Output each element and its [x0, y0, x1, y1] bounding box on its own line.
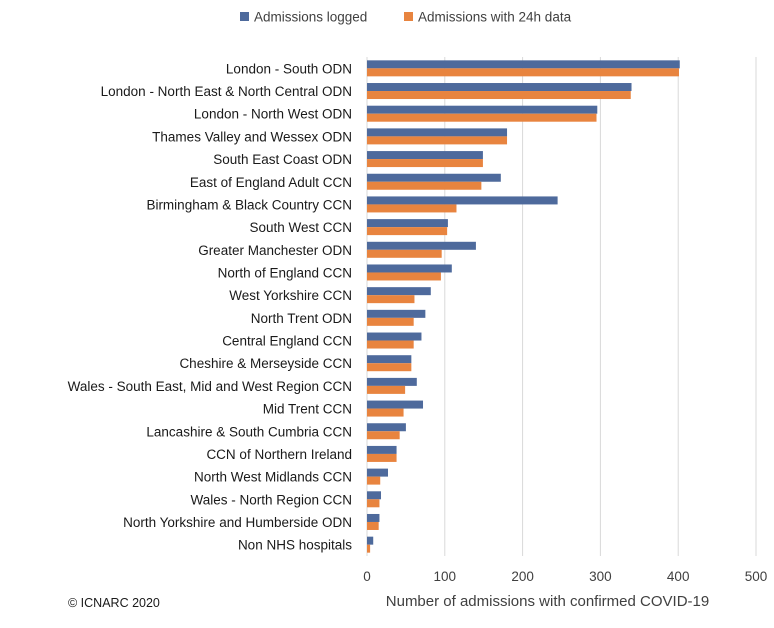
bar-with-24h-19: [367, 499, 380, 508]
bar-with-24h-21: [367, 544, 371, 553]
bar-logged-21: [367, 536, 374, 545]
category-label-13: Cheshire & Merseyside CCN: [179, 356, 352, 371]
legend-label-0: Admissions logged: [254, 10, 367, 25]
category-label-3: Thames Valley and Wessex ODN: [152, 129, 352, 144]
legend-swatch-1: [404, 12, 413, 21]
bar-with-24h-11: [367, 317, 414, 326]
bar-logged-4: [367, 151, 483, 160]
legend: Admissions logged Admissions with 24h dat…: [240, 10, 572, 25]
bar-logged-2: [367, 105, 598, 114]
x-tick-300: 300: [589, 569, 612, 584]
category-label-12: Central England CCN: [222, 334, 352, 349]
category-labels: London - South ODN London - North East & …: [68, 61, 353, 552]
category-label-19: Wales - North Region CCN: [190, 492, 352, 507]
x-tick-0: 0: [363, 569, 371, 584]
category-label-17: CCN of Northern Ireland: [206, 447, 352, 462]
bar-with-24h-8: [367, 249, 442, 258]
bar-logged-3: [367, 128, 508, 137]
bar-logged-8: [367, 241, 476, 250]
x-axis-title: Number of admissions with confirmed COVI…: [386, 593, 709, 610]
category-label-18: North West Midlands CCN: [194, 470, 352, 485]
bar-with-24h-4: [367, 159, 483, 168]
bar-logged-19: [367, 491, 382, 500]
category-label-21: Non NHS hospitals: [238, 538, 352, 553]
bar-logged-16: [367, 423, 406, 432]
bar-logged-15: [367, 400, 424, 409]
bar-with-24h-9: [367, 272, 441, 281]
bar-logged-1: [367, 83, 632, 92]
category-label-11: North Trent ODN: [251, 311, 352, 326]
category-label-8: Greater Manchester ODN: [198, 243, 352, 258]
x-tick-100: 100: [434, 569, 457, 584]
bar-with-24h-0: [367, 68, 679, 77]
x-tick-labels: 0 100 200 300 400 500: [363, 569, 767, 584]
bar-logged-0: [367, 60, 680, 69]
bar-logged-20: [367, 513, 380, 522]
bar-with-24h-7: [367, 227, 448, 236]
category-label-15: Mid Trent CCN: [263, 402, 352, 417]
x-tick-200: 200: [511, 569, 534, 584]
bar-with-24h-1: [367, 91, 631, 100]
bar-logged-6: [367, 196, 558, 205]
bar-logged-9: [367, 264, 452, 273]
bar-with-24h-3: [367, 136, 508, 145]
bar-with-24h-13: [367, 363, 412, 372]
category-label-14: Wales - South East, Mid and West Region …: [68, 379, 352, 394]
bar-with-24h-5: [367, 181, 482, 190]
copyright-notice: © ICNARC 2020: [68, 596, 160, 610]
bar-with-24h-10: [367, 295, 415, 304]
bar-logged-13: [367, 355, 412, 364]
bar-with-24h-17: [367, 453, 397, 462]
legend-swatch-0: [240, 12, 249, 21]
bar-with-24h-12: [367, 340, 414, 349]
category-label-9: North of England CCN: [218, 265, 352, 280]
bar-with-24h-14: [367, 385, 406, 394]
category-label-7: South West CCN: [249, 220, 352, 235]
bar-with-24h-18: [367, 476, 381, 485]
bar-logged-17: [367, 445, 397, 454]
category-label-16: Lancashire & South Cumbria CCN: [146, 424, 352, 439]
bar-logged-5: [367, 173, 501, 182]
category-label-1: London - North East & North Central ODN: [101, 84, 352, 99]
category-label-5: East of England Adult CCN: [190, 175, 352, 190]
bar-with-24h-16: [367, 431, 400, 440]
bar-logged-14: [367, 377, 417, 386]
category-label-4: South East Coast ODN: [213, 152, 352, 167]
bar-with-24h-6: [367, 204, 457, 213]
bars: [367, 60, 680, 553]
bar-logged-11: [367, 309, 426, 318]
legend-label-1: Admissions with 24h data: [418, 10, 572, 25]
category-label-0: London - South ODN: [226, 61, 352, 76]
bar-with-24h-15: [367, 408, 404, 417]
bar-logged-10: [367, 287, 431, 296]
x-tick-400: 400: [667, 569, 690, 584]
category-label-10: West Yorkshire CCN: [229, 288, 352, 303]
bar-logged-12: [367, 332, 422, 341]
bar-with-24h-20: [367, 521, 379, 530]
x-tick-500: 500: [745, 569, 768, 584]
bar-with-24h-2: [367, 113, 597, 122]
bar-logged-18: [367, 468, 389, 477]
bar-logged-7: [367, 219, 448, 228]
category-label-20: North Yorkshire and Humberside ODN: [123, 515, 352, 530]
category-label-6: Birmingham & Black Country CCN: [146, 197, 352, 212]
category-label-2: London - North West ODN: [194, 107, 352, 122]
